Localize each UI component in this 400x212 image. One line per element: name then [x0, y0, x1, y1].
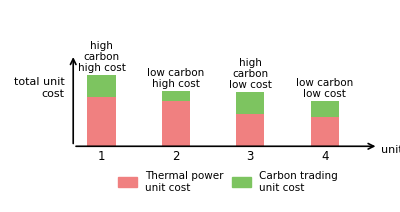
Text: high
carbon
low cost: high carbon low cost — [229, 58, 272, 90]
Legend: Thermal power
unit cost, Carbon trading
unit cost: Thermal power unit cost, Carbon trading … — [118, 171, 338, 193]
Bar — [162, 91, 190, 101]
Bar — [87, 75, 116, 97]
Bar — [162, 101, 190, 146]
Bar — [87, 97, 116, 146]
Bar — [236, 92, 264, 114]
Text: low carbon
low cost: low carbon low cost — [296, 78, 353, 99]
Text: low carbon
high cost: low carbon high cost — [147, 68, 204, 89]
Text: high
carbon
high cost: high carbon high cost — [78, 41, 126, 73]
Text: total unit
cost: total unit cost — [14, 77, 65, 99]
Bar — [311, 117, 339, 146]
Text: unit: unit — [381, 145, 400, 155]
Bar — [236, 114, 264, 146]
Bar — [311, 101, 339, 117]
